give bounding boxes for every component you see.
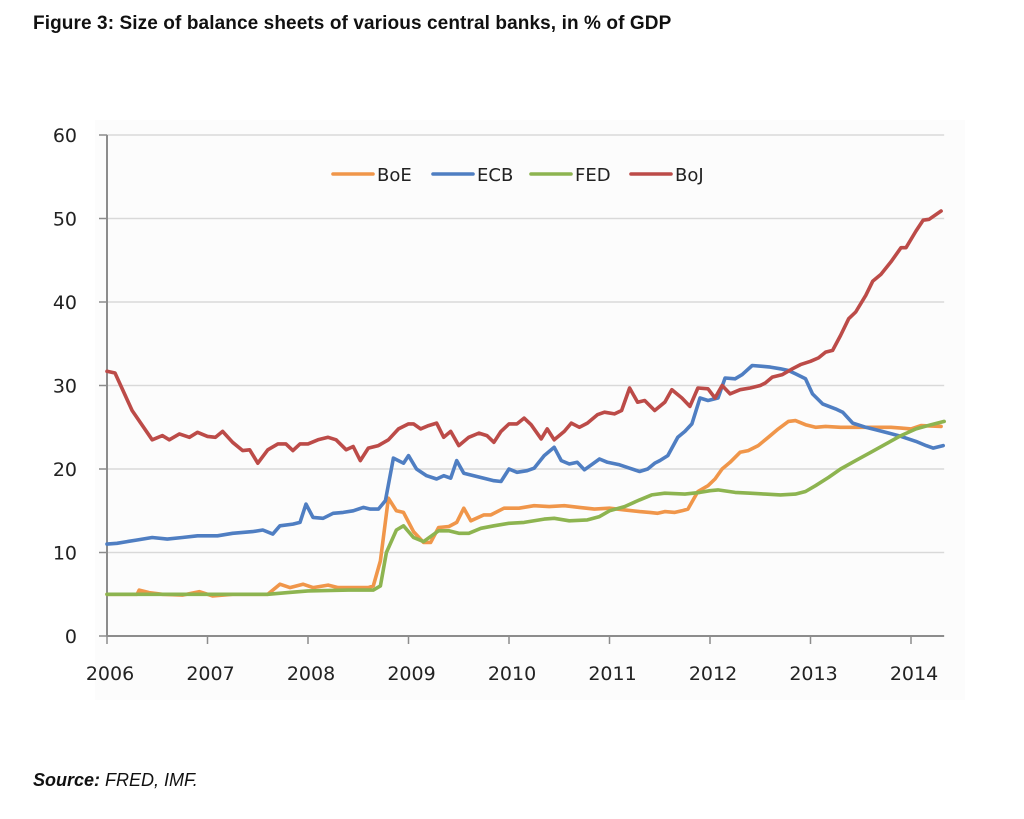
x-tick-label-2012: 2012	[689, 663, 737, 685]
source-text: FRED, IMF.	[100, 770, 198, 790]
legend-label-boj: BoJ	[675, 165, 704, 186]
x-tick-label-2010: 2010	[488, 663, 536, 685]
legend-label-boe: BoE	[377, 165, 412, 186]
legend-label-fed: FED	[575, 165, 611, 186]
y-tick-label-60: 60	[53, 125, 77, 147]
legend: BoE ECB FED BoJ	[331, 165, 704, 186]
x-tick-label-2008: 2008	[287, 663, 335, 685]
source-label: Source:	[33, 770, 101, 790]
y-tick-label-0: 0	[65, 626, 77, 648]
figure-title: Figure 3: Size of balance sheets of vari…	[33, 13, 672, 34]
x-tick-label-2014: 2014	[890, 663, 938, 685]
y-tick-label-50: 50	[53, 209, 77, 231]
y-tick-label-20: 20	[53, 459, 77, 481]
x-tick-label-2011: 2011	[588, 663, 636, 685]
y-tick-label-30: 30	[53, 376, 77, 398]
source-note: Source: FRED, IMF.	[33, 770, 198, 791]
axes: 0 10 20 30 40 50 60 2006 2007 2008 2009 2010 2011 201…	[53, 125, 945, 685]
legend-label-ecb: ECB	[477, 165, 513, 186]
x-tick-label-2007: 2007	[186, 663, 234, 685]
plot-background	[95, 120, 965, 700]
series-line-fed	[105, 419, 947, 597]
series-line-boe	[105, 418, 943, 598]
gridlines	[107, 134, 945, 554]
series-line-boj	[105, 209, 943, 466]
x-tick-label-2006: 2006	[86, 663, 134, 685]
x-tick-label-2013: 2013	[789, 663, 837, 685]
x-tick-label-2009: 2009	[387, 663, 435, 685]
y-tick-label-10: 10	[53, 543, 77, 565]
series-lines	[105, 209, 947, 598]
y-tick-label-40: 40	[53, 292, 77, 314]
